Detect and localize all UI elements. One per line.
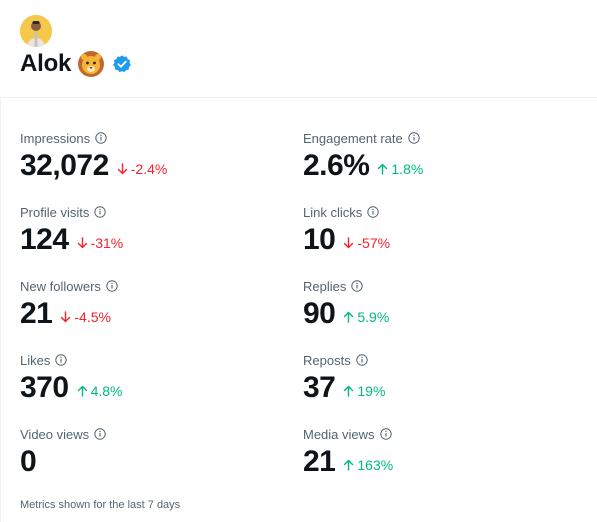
info-icon[interactable] — [351, 280, 364, 292]
info-icon[interactable] — [356, 354, 368, 366]
metric-label: Link clicks — [303, 204, 363, 220]
info-icon[interactable] — [408, 132, 420, 144]
metric-change: -31% — [77, 235, 124, 251]
metric-label: Profile visits — [20, 204, 90, 220]
metric-value-row: 0 — [20, 446, 290, 478]
metric-value: 21 — [303, 445, 336, 478]
metric-change-value: 5.9% — [357, 309, 390, 325]
profile-name[interactable]: Alok — [20, 50, 72, 77]
metric-label: Impressions — [20, 130, 91, 146]
metric-value: 10 — [303, 223, 336, 256]
metric-change-value: 1.8% — [391, 161, 424, 177]
metric-card: Reposts 37 19% — [303, 352, 573, 404]
metric-value-row: 2.6% 1.8% — [303, 150, 573, 182]
metric-value-row: 21 -4.5% — [20, 298, 290, 330]
metric-value: 370 — [20, 371, 69, 404]
arrow-down-icon — [117, 163, 127, 175]
metric-change: 4.8% — [77, 383, 123, 399]
metric-card: Media views 21 163% — [303, 426, 573, 478]
profile-header: Alok — [0, 0, 597, 98]
metrics-footnote: Metrics shown for the last 7 days — [20, 499, 181, 511]
arrow-up-icon — [344, 385, 354, 397]
metric-change-value: -31% — [90, 235, 124, 251]
metric-value-row: 32,072 -2.4% — [20, 150, 290, 182]
metric-label-row: Likes — [20, 352, 290, 368]
metric-label: New followers — [20, 278, 101, 294]
metric-value-row: 10 -57% — [303, 224, 573, 256]
metric-label-row: Replies — [303, 278, 573, 294]
metric-card: Video views 0 — [20, 426, 290, 478]
metric-change-value: 163% — [357, 457, 394, 473]
arrow-up-icon — [344, 459, 354, 471]
arrow-up-icon — [378, 163, 388, 175]
metric-label-row: Engagement rate — [303, 130, 573, 146]
info-icon[interactable] — [379, 428, 392, 440]
info-icon[interactable] — [95, 132, 107, 144]
metric-label-row: New followers — [20, 278, 290, 294]
info-icon[interactable] — [367, 206, 379, 218]
metric-change: -4.5% — [60, 309, 111, 325]
metric-label: Video views — [20, 426, 90, 442]
panel-divider — [0, 98, 4, 522]
avatar-image — [20, 15, 52, 47]
metric-change: 5.9% — [343, 309, 389, 325]
metric-value: 37 — [303, 371, 336, 404]
info-icon[interactable] — [106, 280, 118, 292]
metric-card: Likes 370 4.8% — [20, 352, 290, 404]
arrow-down-icon — [344, 237, 354, 249]
metric-label-row: Impressions — [20, 130, 290, 146]
metric-change: -57% — [343, 235, 390, 251]
metric-value: 0 — [20, 445, 37, 478]
metric-label: Engagement rate — [303, 130, 403, 146]
metric-change-value: -2.4% — [130, 161, 168, 177]
metric-change-value: 19% — [357, 383, 386, 399]
metric-change: 163% — [343, 457, 393, 473]
metric-value-row: 370 4.8% — [20, 372, 290, 404]
verified-badge-icon — [113, 55, 132, 73]
info-icon[interactable] — [94, 428, 106, 440]
metric-change-value: 4.8% — [90, 383, 123, 399]
avatar[interactable] — [20, 15, 52, 47]
metric-label-row: Reposts — [303, 352, 573, 368]
metric-value-row: 124 -31% — [20, 224, 290, 256]
metric-change: -2.4% — [117, 161, 168, 177]
arrow-up-icon — [344, 311, 354, 323]
metric-card: New followers 21 -4.5% — [20, 278, 290, 330]
metric-change-value: -4.5% — [74, 309, 111, 325]
metric-label: Reposts — [303, 352, 351, 368]
arrow-up-icon — [77, 385, 87, 397]
metric-change-value: -57% — [357, 235, 391, 251]
metric-value-row: 21 163% — [303, 446, 573, 478]
metric-change: 1.8% — [377, 161, 423, 177]
metric-value: 32,072 — [20, 149, 109, 182]
metric-value: 2.6% — [303, 149, 370, 182]
metric-card: Link clicks 10 -57% — [303, 204, 573, 256]
metric-value: 124 — [20, 223, 69, 256]
profile-name-row: Alok — [20, 50, 132, 78]
metric-value-row: 90 5.9% — [303, 298, 573, 330]
metric-card: Impressions 32,072 -2.4% — [20, 130, 290, 182]
metric-label: Replies — [303, 278, 347, 294]
metric-value-row: 37 19% — [303, 372, 573, 404]
metric-label-row: Link clicks — [303, 204, 573, 220]
metric-card: Replies 90 5.9% — [303, 278, 573, 330]
metric-label-row: Video views — [20, 426, 290, 442]
metric-value: 21 — [20, 297, 53, 330]
metric-card: Profile visits 124 -31% — [20, 204, 290, 256]
metric-value: 90 — [303, 297, 336, 330]
metric-label-row: Profile visits — [20, 204, 290, 220]
info-icon[interactable] — [94, 206, 107, 218]
arrow-down-icon — [61, 311, 71, 323]
metric-label-row: Media views — [303, 426, 573, 442]
metric-label: Likes — [20, 352, 51, 368]
metric-card: Engagement rate 2.6% 1.8% — [303, 130, 573, 182]
arrow-down-icon — [77, 237, 87, 249]
metric-change: 19% — [343, 383, 385, 399]
lion-face-icon — [78, 51, 105, 77]
info-icon[interactable] — [55, 354, 68, 366]
metric-label: Media views — [303, 426, 375, 442]
